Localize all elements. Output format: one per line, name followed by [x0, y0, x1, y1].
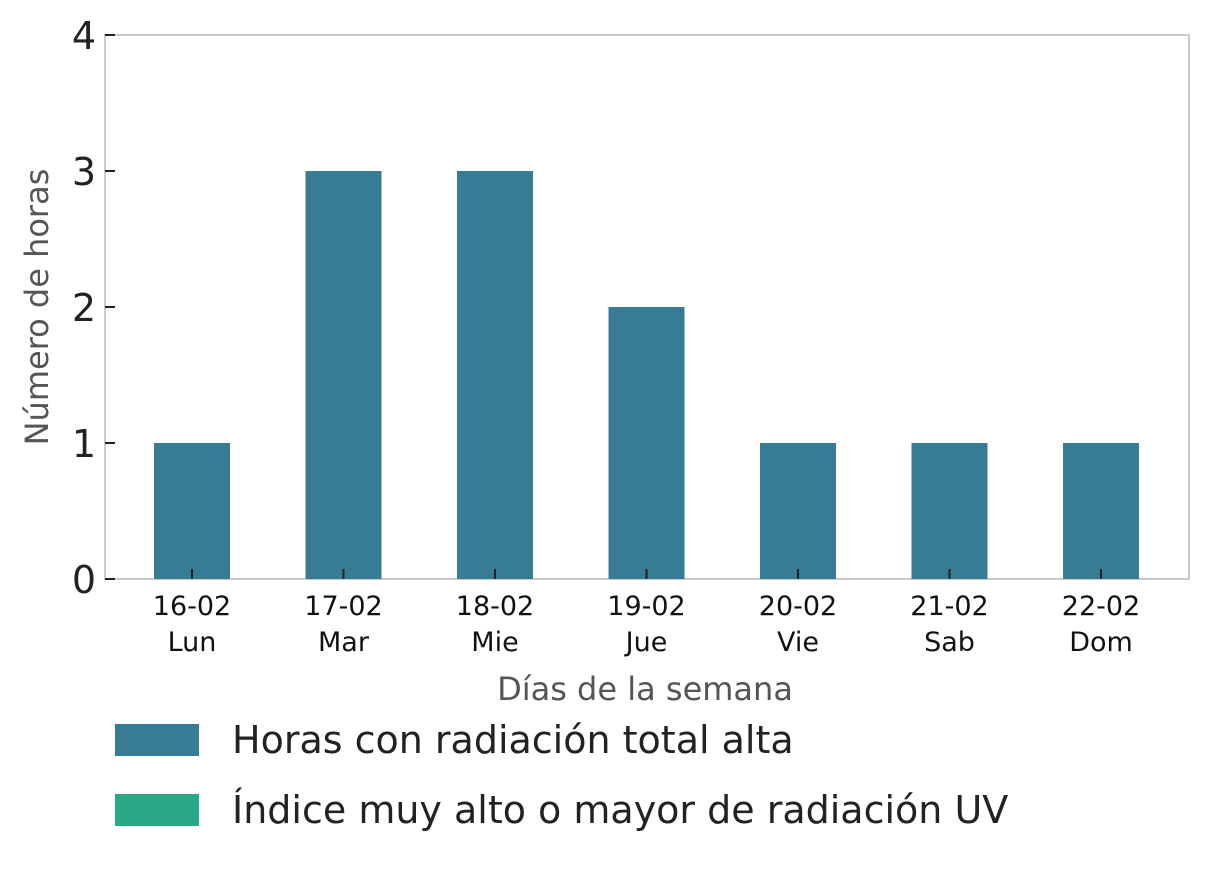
y-tick-label: 0 — [72, 558, 96, 602]
x-tick-date: 17-02 — [304, 591, 382, 622]
y-axis: 0 1 2 3 4 — [72, 14, 115, 602]
bar-20-02 — [760, 443, 836, 579]
bar-series — [154, 171, 1139, 579]
bar-18-02 — [457, 171, 533, 579]
bar-16-02 — [154, 443, 230, 579]
x-tick-date: 16-02 — [153, 591, 231, 622]
y-tick-label: 2 — [72, 286, 96, 330]
x-tick-day: Jue — [624, 627, 668, 658]
bar-17-02 — [305, 171, 382, 579]
y-tick-label: 1 — [72, 422, 96, 466]
y-axis-label: Número de horas — [18, 169, 56, 446]
x-tick-day: Lun — [168, 627, 217, 658]
x-axis-label: Días de la semana — [497, 670, 793, 708]
x-tick-date: 22-02 — [1062, 591, 1140, 622]
legend: Horas con radiación total alta Índice muy… — [115, 718, 1008, 832]
legend-label: Índice muy alto o mayor de radiación UV — [232, 788, 1008, 832]
bar-22-02 — [1063, 443, 1139, 579]
x-tick-date: 18-02 — [456, 591, 534, 622]
legend-label: Horas con radiación total alta — [232, 718, 794, 762]
bar-19-02 — [608, 307, 685, 579]
y-tick-label: 4 — [72, 14, 96, 58]
x-axis: 16-02 Lun 17-02 Mar 18-02 Mie 19-02 Jue 20-02 Vie… — [153, 569, 1140, 658]
x-tick-day: Mie — [471, 627, 518, 658]
y-tick-label: 3 — [72, 150, 96, 194]
x-tick-day: Mar — [318, 627, 370, 658]
legend-swatch — [115, 794, 199, 826]
x-tick-day: Vie — [777, 627, 819, 658]
legend-swatch — [115, 724, 199, 756]
x-tick-date: 20-02 — [759, 591, 837, 622]
bar-21-02 — [911, 443, 988, 579]
x-tick-date: 19-02 — [607, 591, 685, 622]
x-tick-date: 21-02 — [910, 591, 988, 622]
x-tick-day: Sab — [924, 627, 975, 658]
x-tick-day: Dom — [1069, 627, 1133, 658]
